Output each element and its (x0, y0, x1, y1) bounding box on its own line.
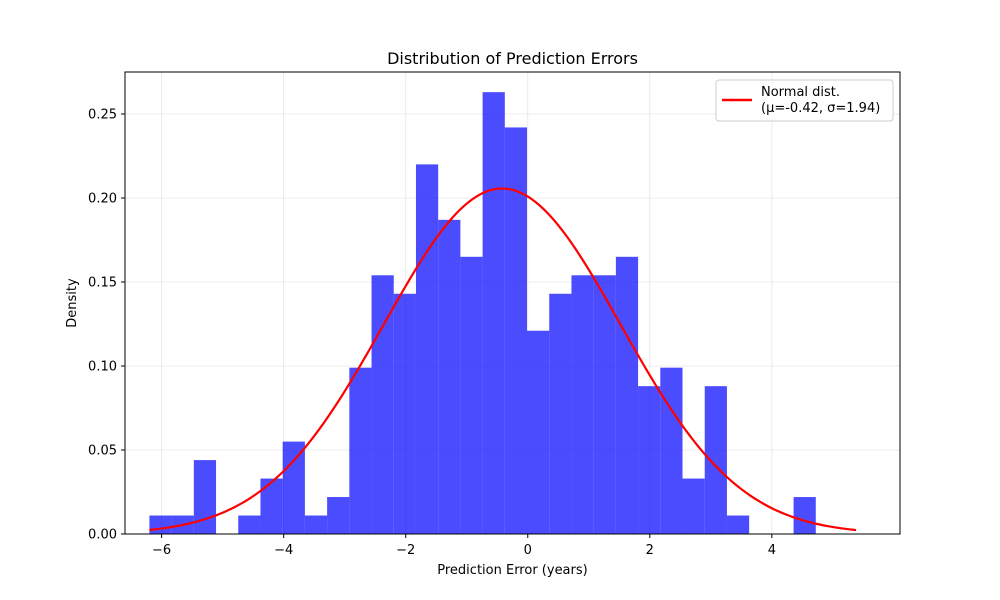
histogram-bar (149, 515, 172, 534)
histogram-bar (504, 127, 528, 534)
y-tick-label: 0.05 (88, 444, 117, 459)
legend-label-line1: Normal dist. (761, 85, 840, 100)
x-tick-label: −4 (274, 543, 293, 558)
histogram-bar (527, 330, 550, 534)
y-tick-label: 0.25 (88, 108, 117, 123)
histogram-bar (660, 367, 683, 534)
legend: Normal dist. (μ=-0.42, σ=1.94) (715, 79, 894, 122)
x-tick-label: −2 (396, 543, 415, 558)
histogram-bar (571, 275, 594, 534)
histogram-bar (260, 478, 283, 534)
y-axis-label: Density (65, 278, 80, 328)
y-tick-label: 0.20 (88, 192, 117, 207)
histogram-bar (238, 515, 261, 534)
histogram-bar (593, 275, 616, 534)
histogram-bar (304, 515, 328, 534)
histogram-bar (393, 293, 416, 534)
x-tick-label: 4 (768, 543, 776, 558)
x-tick-label: 0 (524, 543, 532, 558)
histogram-bar (438, 219, 461, 534)
histogram-bar (638, 386, 661, 534)
histogram-bar (682, 478, 705, 534)
histogram-bar (193, 460, 217, 534)
normal-curve-layer (149, 187, 857, 532)
histogram-bar (482, 92, 505, 534)
histogram-bar (282, 441, 305, 534)
histogram-bar (549, 293, 572, 534)
histogram-bar (371, 275, 394, 534)
histogram-bar (415, 164, 439, 534)
legend-box (715, 79, 894, 122)
legend-label-line2: (μ=-0.42, σ=1.94) (761, 101, 880, 116)
y-tick-label: 0.00 (88, 528, 117, 543)
histogram-bar (704, 386, 727, 534)
histogram-bars (149, 92, 816, 534)
x-axis: −6 −4 −2 0 2 4 (152, 534, 776, 558)
histogram-bar (726, 515, 750, 534)
x-axis-label: Prediction Error (years) (437, 563, 587, 578)
chart-title: Distribution of Prediction Errors (387, 49, 638, 68)
y-tick-label: 0.15 (88, 276, 117, 291)
normal-distribution-curve (149, 187, 857, 532)
histogram-bar (349, 367, 372, 534)
x-tick-label: 2 (646, 543, 654, 558)
y-axis: 0.00 0.05 0.10 0.15 0.20 0.25 (88, 108, 125, 543)
plot-area-frame (124, 71, 901, 535)
histogram-bar (327, 497, 350, 534)
y-tick-label: 0.10 (88, 360, 117, 375)
x-tick-label: −6 (152, 543, 171, 558)
histogram-bar (793, 497, 816, 534)
histogram-bar (615, 256, 639, 534)
histogram-bar (460, 256, 483, 534)
